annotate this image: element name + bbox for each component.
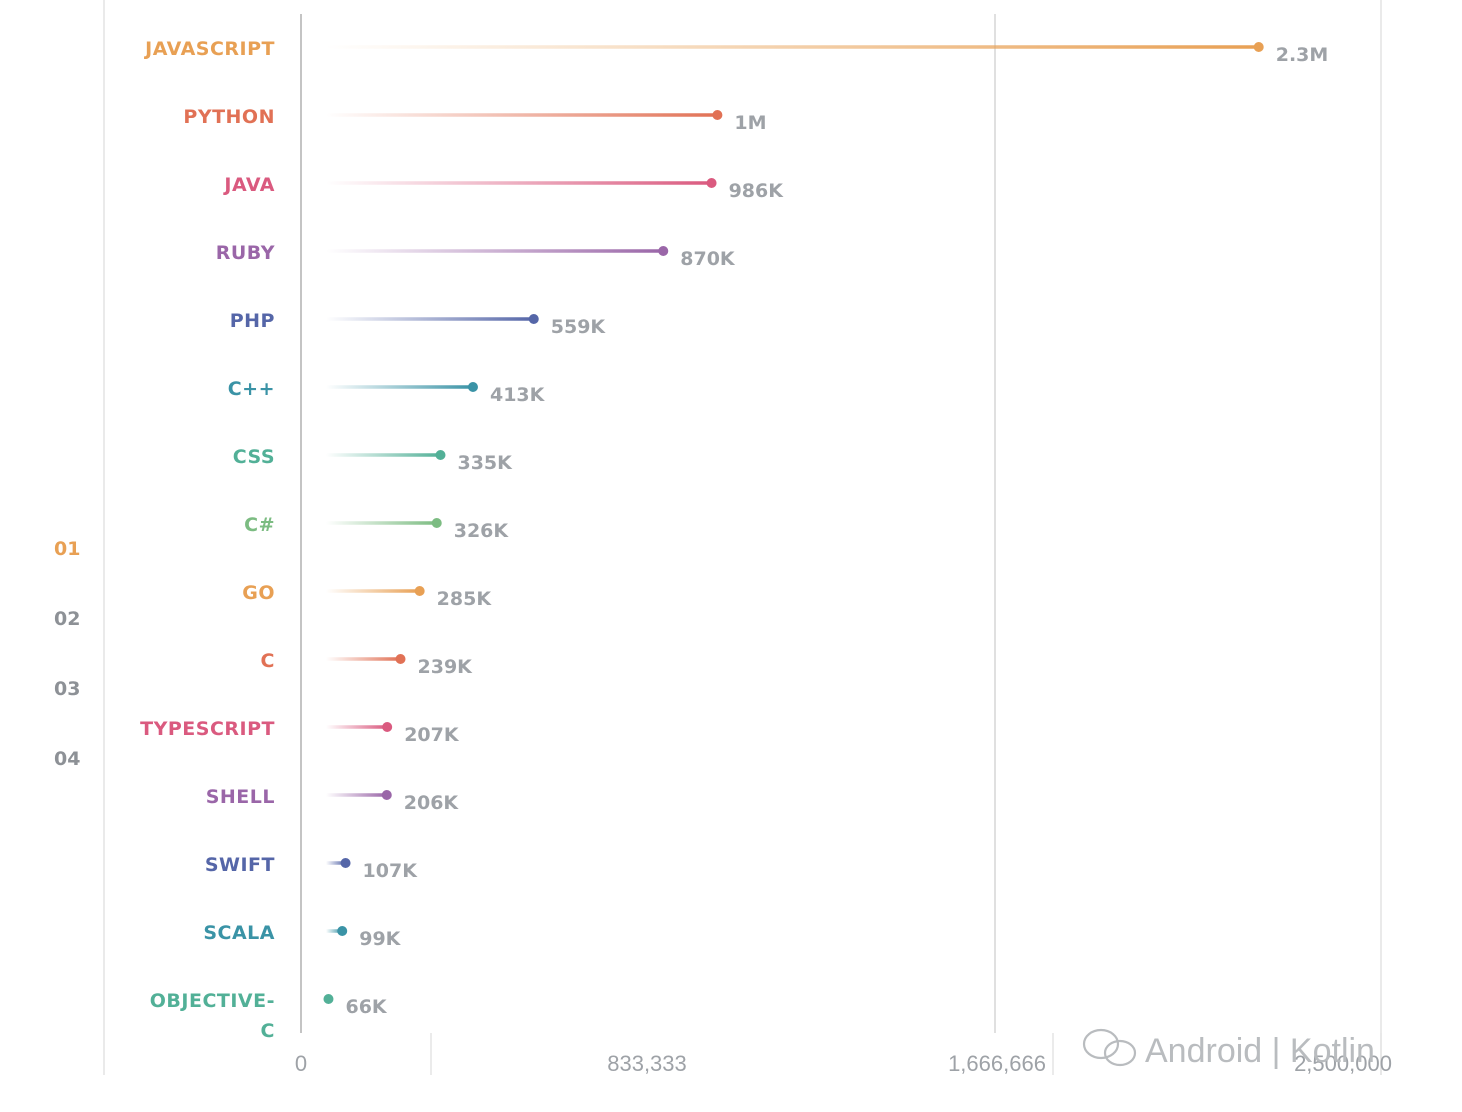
category-label: RUBY [216, 242, 275, 264]
x-tick-label: 0 [295, 1051, 307, 1076]
category-label: SWIFT [205, 854, 275, 876]
chart-row: SHELL 206K [206, 786, 460, 814]
chart-row: JAVA 986K [222, 174, 784, 202]
rank-label: 01 [54, 538, 80, 560]
chart-row: SWIFT 107K [205, 854, 418, 882]
bar-dot [435, 450, 446, 460]
watermark: Android | Kotlin [1082, 1028, 1375, 1070]
value-label: 66K [345, 996, 387, 1018]
x-tick-label: 833,333 [607, 1051, 687, 1076]
value-label: 1M [734, 112, 766, 134]
value-label: 326K [454, 520, 510, 542]
value-label: 2.3M [1276, 44, 1329, 66]
bar-dot [431, 518, 442, 528]
category-label: CSS [233, 446, 275, 468]
value-label: 285K [437, 588, 493, 610]
x-tick-label: 1,666,666 [948, 1051, 1046, 1076]
category-label: C# [244, 514, 275, 536]
rank-label: 02 [54, 608, 80, 630]
category-label: SHELL [206, 786, 275, 808]
chart-row: OBJECTIVE-C 66K [150, 990, 388, 1042]
chart-row: PYTHON 1M [183, 106, 766, 134]
chart-row: C 239K [261, 650, 474, 678]
category-label: OBJECTIVE-C [150, 990, 275, 1042]
category-label: JAVASCRIPT [143, 38, 275, 60]
value-label: 870K [680, 248, 736, 270]
value-label: 986K [729, 180, 785, 202]
bar-dot [337, 926, 348, 936]
category-label: JAVA [222, 174, 275, 196]
chart-row: RUBY 870K [216, 242, 736, 270]
chart-rows: JAVASCRIPT 2.3M PYTHON 1M JAVA 986K RUBY 870K PH… [140, 38, 1328, 1042]
value-label: 207K [404, 724, 460, 746]
category-label: PHP [230, 310, 275, 332]
category-label: TYPESCRIPT [140, 718, 275, 740]
category-label: PYTHON [183, 106, 275, 128]
bar-dot [395, 654, 406, 664]
value-label: 335K [457, 452, 513, 474]
bar-dot [414, 586, 425, 596]
category-label: GO [242, 582, 275, 604]
chart-row: PHP 559K [230, 310, 607, 338]
bar-dot [1253, 42, 1264, 52]
category-label: C [261, 650, 275, 672]
chart-row: JAVASCRIPT 2.3M [143, 38, 1328, 66]
bar-dot [467, 382, 478, 392]
rank-column: 01 02 03 04 [54, 538, 80, 770]
x-tick-label: 2,500,000 [1294, 1051, 1392, 1076]
bar-dot [340, 858, 351, 868]
category-label: C++ [228, 378, 275, 400]
bar-dot [706, 178, 717, 188]
x-axis-ticks: 0 833,333 1,666,666 2,500,000 [295, 1033, 1392, 1076]
chart-row: TYPESCRIPT 207K [140, 718, 460, 746]
chart-row: GO 285K [242, 582, 492, 610]
bar-dot [712, 110, 723, 120]
rank-label: 03 [54, 678, 80, 700]
chart-row: CSS 335K [233, 446, 513, 474]
category-label: SCALA [203, 922, 275, 944]
bar-dot [382, 722, 393, 732]
value-label: 99K [359, 928, 401, 950]
watermark-text: Android | Kotlin [1145, 1032, 1375, 1070]
value-label: 239K [418, 656, 474, 678]
value-label: 107K [363, 860, 419, 882]
rank-label: 04 [54, 748, 80, 770]
chart-row: C# 326K [244, 514, 509, 542]
chart-row: C++ 413K [228, 378, 546, 406]
value-label: 559K [551, 316, 607, 338]
chart-row: SCALA 99K [203, 922, 401, 950]
bar-dot [658, 246, 669, 256]
value-label: 413K [490, 384, 546, 406]
bar-dot [528, 314, 539, 324]
wechat-icon [1082, 1028, 1137, 1067]
value-label: 206K [404, 792, 460, 814]
bar-dot [323, 994, 334, 1004]
bar-dot [381, 790, 392, 800]
